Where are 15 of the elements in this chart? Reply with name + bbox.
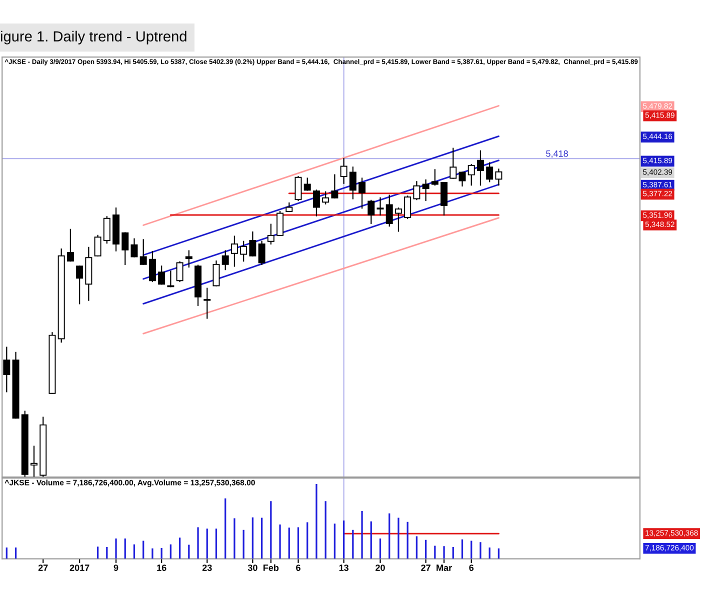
chart-title: igure 1. Daily trend - Uptrend	[0, 30, 186, 44]
x-tick-label: 9	[114, 564, 118, 571]
x-tick-label: 6	[469, 564, 474, 571]
x-tick-label: 27	[421, 564, 430, 571]
x-tick-label: Feb	[263, 564, 279, 571]
x-tick-label: 23	[202, 564, 212, 571]
ref-line-label: 5,418	[546, 150, 568, 158]
x-tick-label: 30	[248, 564, 258, 571]
x-tick-label: 13	[339, 564, 348, 571]
x-tick-label: Mar	[436, 564, 452, 571]
x-tick-label: 6	[296, 564, 300, 571]
x-tick-label: 20	[376, 564, 385, 571]
x-tick-label: 2017	[70, 564, 90, 571]
x-tick-label: 16	[157, 564, 166, 571]
x-tick-label: 27	[38, 564, 48, 571]
